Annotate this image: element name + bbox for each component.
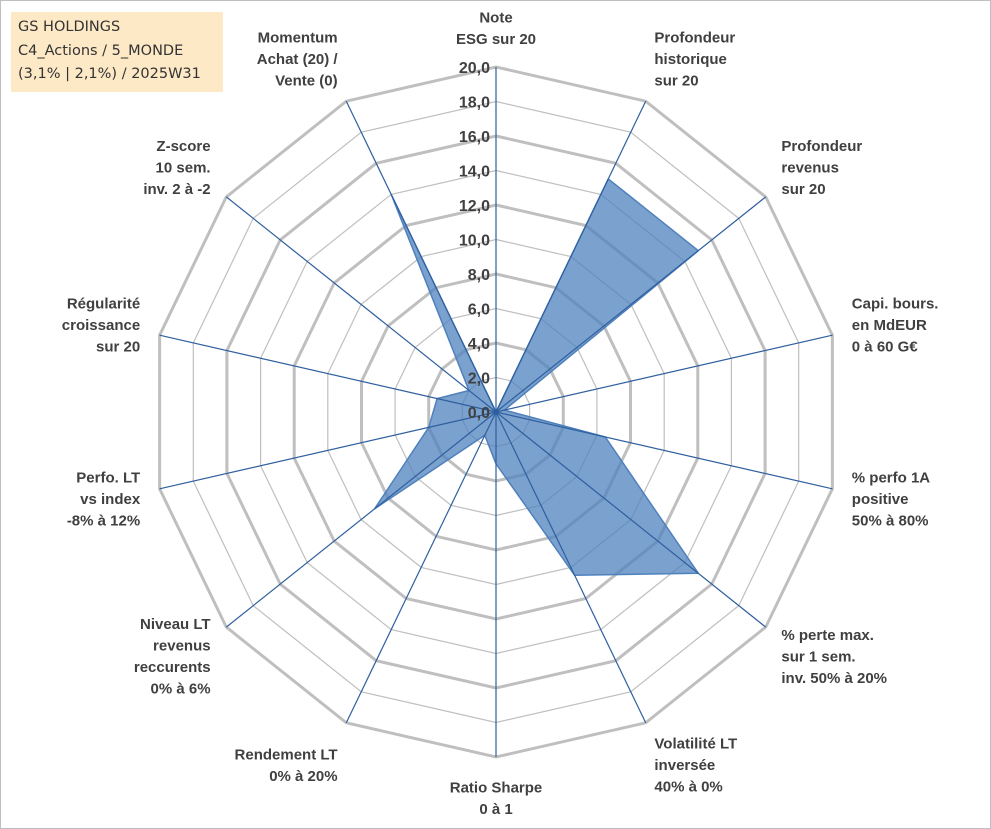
tick-label: 12,0 <box>459 198 490 215</box>
axis-label-line: Régularité <box>67 295 140 312</box>
tick-label: 0,0 <box>468 405 490 422</box>
axis-label-line: 40% à 0% <box>654 779 722 796</box>
axis-label-line: Profondeur <box>654 29 735 46</box>
axis-label-line: revenus <box>781 160 839 177</box>
axis-label-line: Ratio Sharpe <box>450 779 543 796</box>
axis-spoke <box>225 196 497 413</box>
tick-label: 2,0 <box>468 371 490 388</box>
info-box: GS HOLDINGS C4_Actions / 5_MONDE (3,1% |… <box>11 12 223 92</box>
axis-label-line: Volatilité LT <box>654 736 737 753</box>
axis-spoke <box>225 411 497 628</box>
axis-label-line: -8% à 12% <box>67 513 140 530</box>
axis-label-line: Rendement LT <box>235 746 338 763</box>
axis-label: Régularité croissance sur 20 <box>62 295 140 355</box>
axis-label-line: Perfo. LT <box>76 470 140 487</box>
axis-spoke <box>345 411 497 724</box>
axis-label-line: 0% à 20% <box>269 768 337 785</box>
axis-label-line: Profondeur <box>781 138 862 155</box>
axis-label-line: sur 20 <box>654 72 698 89</box>
axis-label: Z-score 10 sem. inv. 2 à -2 <box>143 138 210 198</box>
info-category: C4_Actions / 5_MONDE <box>18 42 184 59</box>
axis-label-line: croissance <box>62 317 140 334</box>
info-stats: (3,1% | 2,1%) / 2025W31 <box>18 66 201 82</box>
axis-label-line: sur 20 <box>96 338 140 355</box>
tick-label: 4,0 <box>468 336 490 353</box>
axis-label-line: vs index <box>80 491 141 508</box>
axis-label-line: Achat (20) / <box>257 51 339 68</box>
axis-spoke <box>495 100 647 413</box>
axis-label-line: 0 à 1 <box>479 801 512 818</box>
axis-spoke <box>159 334 497 413</box>
axis-label: Volatilité LT inversée 40% à 0% <box>654 736 737 796</box>
axis-label-line: revenus <box>153 638 211 655</box>
axis-label: Perfo. LT vs index -8% à 12% <box>67 470 141 530</box>
tick-label: 14,0 <box>459 164 490 181</box>
tick-label: 10,0 <box>459 233 490 250</box>
axis-label-line: historique <box>654 51 727 68</box>
axis-label-line: 0% à 6% <box>151 681 211 698</box>
axis-label-line: ESG sur 20 <box>456 31 536 48</box>
axis-label-line: 0 à 60 G€ <box>852 338 919 355</box>
axis-label: Rendement LT 0% à 20% <box>235 746 338 785</box>
axis-spoke <box>495 411 647 724</box>
axis-spoke <box>159 411 497 490</box>
axis-spoke <box>495 334 833 413</box>
axis-label-line: % perte max. <box>781 627 874 644</box>
axis-label-line: Niveau LT <box>140 616 211 633</box>
axis-label-line: sur 1 sem. <box>781 648 855 665</box>
axis-label: % perfo 1A positive 50% à 80% <box>852 470 931 530</box>
axis-label: Profondeur revenus sur 20 <box>781 138 862 198</box>
axis-label-line: inv. 2 à -2 <box>143 181 210 198</box>
axis-spoke <box>495 411 767 628</box>
axis-label-line: inversée <box>654 757 715 774</box>
axis-label-line: reccurents <box>134 659 211 676</box>
axis-label: Ratio Sharpe 0 à 1 <box>450 779 543 818</box>
axis-label-line: Momentum <box>258 29 338 46</box>
tick-label: 18,0 <box>459 95 490 112</box>
axis-spoke <box>495 196 767 413</box>
axis-label-line: Z-score <box>156 138 210 155</box>
axis-spoke <box>495 411 833 490</box>
axis-label-line: % perfo 1A <box>852 470 931 487</box>
tick-label: 20,0 <box>459 60 490 77</box>
axis-label-line: Note <box>479 9 512 26</box>
info-company: GS HOLDINGS <box>18 19 121 35</box>
tick-label: 6,0 <box>468 302 490 319</box>
radar-spokes <box>159 67 833 757</box>
axis-label-line: Vente (0) <box>275 72 338 89</box>
axis-label-line: 50% à 80% <box>852 513 929 530</box>
tick-label: 16,0 <box>459 129 490 146</box>
tick-label: 8,0 <box>468 267 490 284</box>
axis-label-line: positive <box>852 491 909 508</box>
axis-label-line: 10 sem. <box>156 160 211 177</box>
axis-label: Note ESG sur 20 <box>456 9 536 48</box>
radar-ticks: 0,0 2,0 4,0 6,0 8,0 10,0 12,0 14,0 16,0 18,0 20,0 <box>459 60 490 422</box>
axis-label-line: sur 20 <box>781 181 825 198</box>
axis-label: Momentum Achat (20) / Vente (0) <box>257 29 339 89</box>
axis-label: Profondeur historique sur 20 <box>654 29 735 89</box>
axis-label: Niveau LT revenus reccurents 0% à 6% <box>134 616 211 698</box>
axis-label-line: Capi. bours. <box>852 295 939 312</box>
axis-label: % perte max. sur 1 sem. inv. 50% à 20% <box>781 627 887 687</box>
axis-label-line: en MdEUR <box>852 317 927 334</box>
radar-axis-labels: Note ESG sur 20 Profondeur historique sur 20… <box>62 9 939 818</box>
axis-label: Capi. bours. en MdEUR 0 à 60 G€ <box>852 295 939 355</box>
axis-label-line: inv. 50% à 20% <box>781 670 887 687</box>
axis-spoke <box>345 100 497 413</box>
